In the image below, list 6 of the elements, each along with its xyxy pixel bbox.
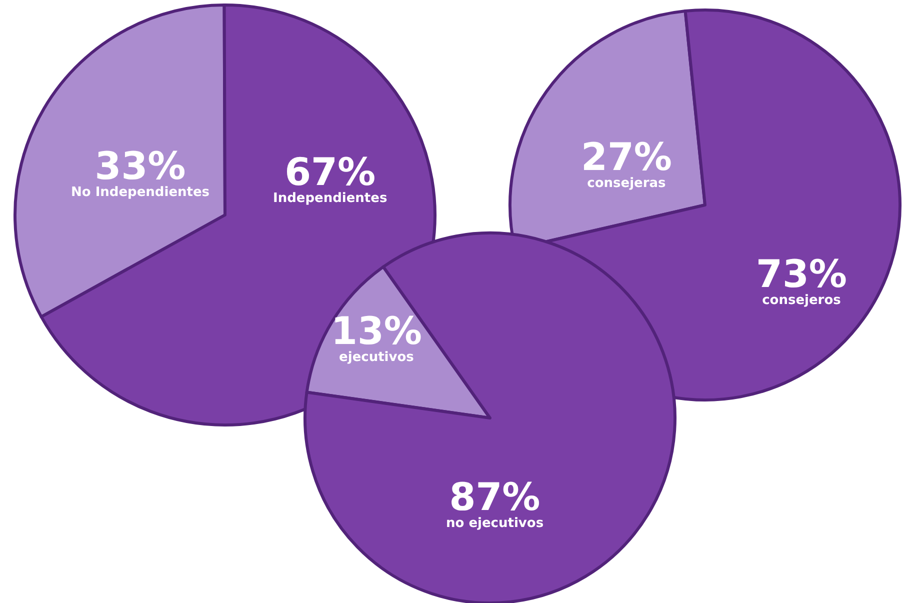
slice-label: no ejecutivos bbox=[446, 516, 544, 531]
slice-label: consejeras bbox=[587, 176, 666, 191]
slice-label: consejeros bbox=[762, 292, 842, 308]
slice-label: ejecutivos bbox=[339, 350, 414, 365]
slice-label: No Independientes bbox=[71, 184, 210, 200]
slice-label: Independientes bbox=[273, 190, 388, 206]
